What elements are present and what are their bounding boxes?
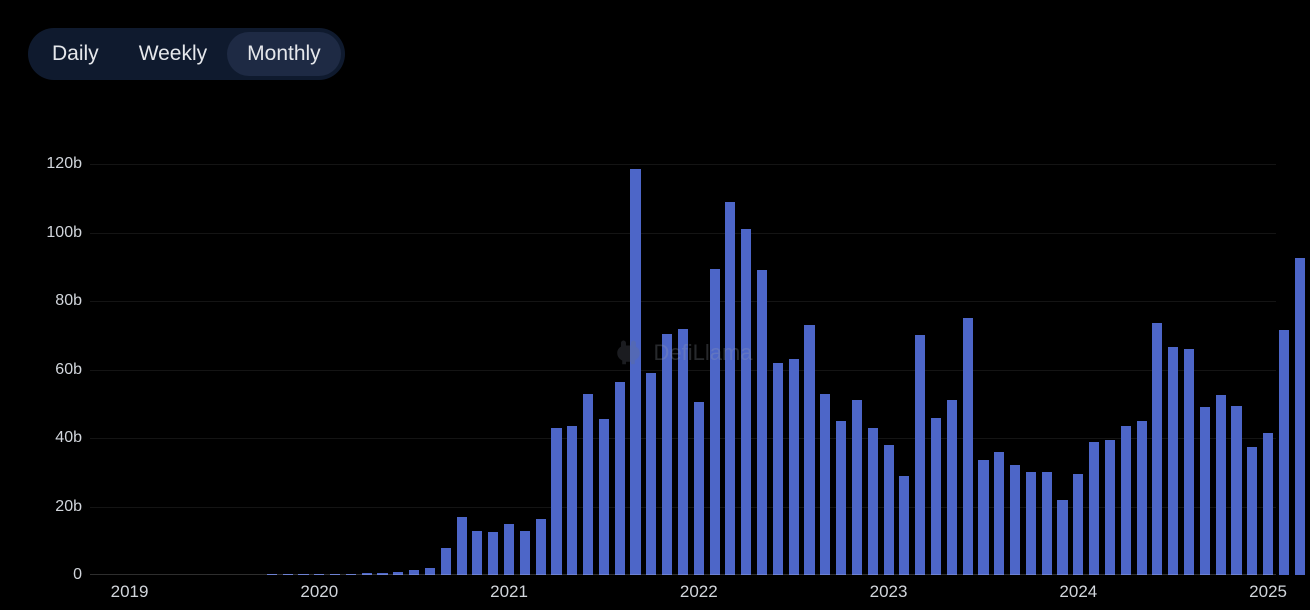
bar[interactable] [868, 428, 878, 575]
bar[interactable] [694, 402, 704, 575]
tab-monthly[interactable]: Monthly [227, 32, 341, 76]
bar[interactable] [710, 269, 720, 575]
y-tick-label: 20b [22, 498, 82, 516]
y-axis: 020b40b60b80b100b120b [18, 130, 90, 575]
bar[interactable] [662, 334, 672, 575]
x-tick-label: 2024 [1059, 582, 1097, 602]
bar[interactable] [741, 229, 751, 575]
bar[interactable] [1231, 406, 1241, 575]
plot-region: DefiLlama [90, 130, 1276, 575]
bar[interactable] [725, 202, 735, 575]
x-tick-label: 2019 [111, 582, 149, 602]
bar[interactable] [931, 418, 941, 575]
bar[interactable] [1105, 440, 1115, 575]
bar[interactable] [884, 445, 894, 575]
bar[interactable] [630, 169, 640, 575]
bar[interactable] [441, 548, 451, 575]
bar[interactable] [773, 363, 783, 575]
bar[interactable] [1137, 421, 1147, 575]
bar[interactable] [1247, 447, 1257, 575]
bar[interactable] [1295, 258, 1305, 575]
bar[interactable] [678, 329, 688, 575]
bar[interactable] [457, 517, 467, 575]
bar[interactable] [1026, 472, 1036, 575]
bar[interactable] [852, 400, 862, 575]
x-tick-label: 2025 [1249, 582, 1287, 602]
x-tick-label: 2023 [870, 582, 908, 602]
bar[interactable] [488, 532, 498, 575]
y-tick-label: 80b [22, 292, 82, 310]
bar[interactable] [978, 460, 988, 575]
bar[interactable] [1184, 349, 1194, 575]
bar[interactable] [1057, 500, 1067, 575]
y-tick-label: 40b [22, 429, 82, 447]
tab-daily[interactable]: Daily [32, 32, 119, 76]
bar[interactable] [646, 373, 656, 575]
bar[interactable] [1279, 330, 1289, 575]
tab-weekly[interactable]: Weekly [119, 32, 227, 76]
bar[interactable] [899, 476, 909, 575]
bar[interactable] [994, 452, 1004, 575]
bar[interactable] [1121, 426, 1131, 575]
x-tick-label: 2020 [300, 582, 338, 602]
x-axis: 2019202020212022202320242025 [90, 580, 1276, 610]
chart-container: Daily Weekly Monthly 0 20b 40b 60b 80b 100b 12… [0, 0, 1310, 610]
bar[interactable] [504, 524, 514, 575]
baseline [90, 574, 1276, 575]
bar[interactable] [1200, 407, 1210, 575]
bar[interactable] [915, 335, 925, 575]
bars [90, 130, 1276, 575]
y-tick-label: 100b [22, 224, 82, 242]
period-tabs: Daily Weekly Monthly [28, 28, 345, 80]
bar[interactable] [963, 318, 973, 575]
x-tick-label: 2022 [680, 582, 718, 602]
bar[interactable] [1152, 323, 1162, 575]
chart-area: 020b40b60b80b100b120b DefiLlama 20192020… [18, 130, 1278, 575]
bar[interactable] [836, 421, 846, 575]
bar[interactable] [615, 382, 625, 575]
y-tick-label: 120b [22, 155, 82, 173]
bar[interactable] [536, 519, 546, 575]
bar[interactable] [583, 394, 593, 575]
bar[interactable] [1073, 474, 1083, 575]
bar[interactable] [1216, 395, 1226, 575]
x-tick-label: 2021 [490, 582, 528, 602]
bar[interactable] [804, 325, 814, 575]
bar[interactable] [820, 394, 830, 575]
bar[interactable] [757, 270, 767, 575]
bar[interactable] [1263, 433, 1273, 575]
bar[interactable] [567, 426, 577, 575]
bar[interactable] [1010, 465, 1020, 575]
bar[interactable] [789, 359, 799, 575]
bar[interactable] [472, 531, 482, 576]
bar[interactable] [1168, 347, 1178, 575]
bar[interactable] [1042, 472, 1052, 575]
y-tick-label: 60b [22, 361, 82, 379]
bar[interactable] [520, 531, 530, 576]
bar[interactable] [947, 400, 957, 575]
bar[interactable] [551, 428, 561, 575]
bar[interactable] [1089, 442, 1099, 576]
y-tick-label: 0 [22, 566, 82, 584]
bar[interactable] [599, 419, 609, 575]
